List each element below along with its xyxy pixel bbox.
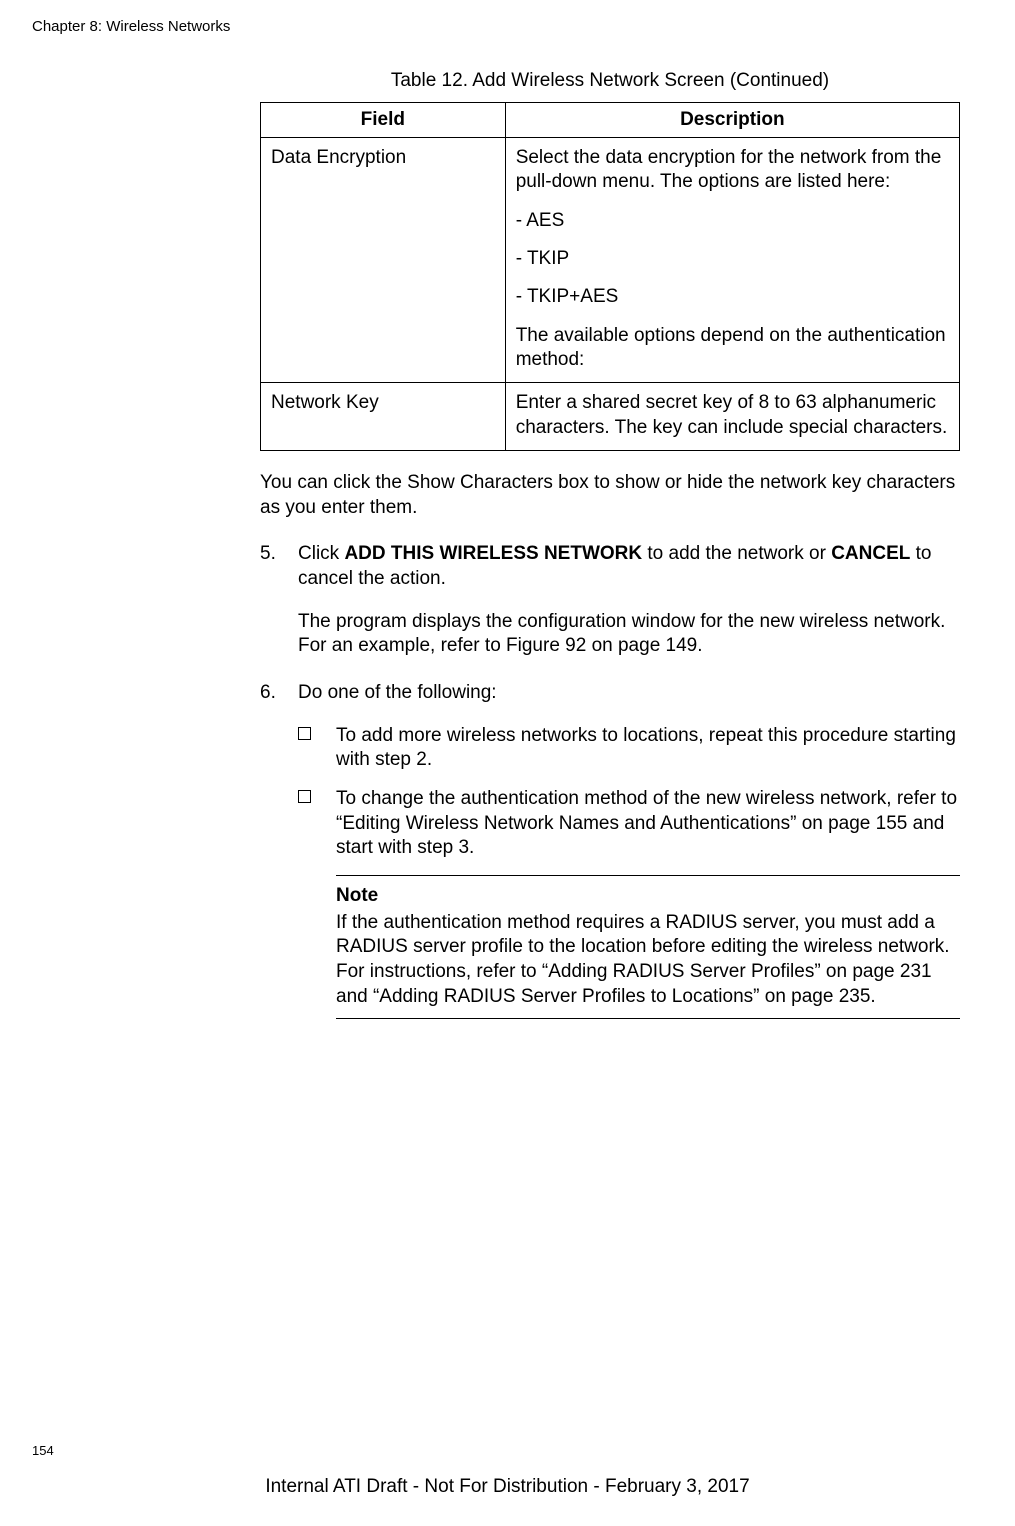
table-row: Data Encryption Select the data encrypti…: [261, 138, 960, 383]
draft-footer: Internal ATI Draft - Not For Distributio…: [0, 1476, 1015, 1498]
step5-para2: The program displays the configuration w…: [298, 610, 960, 659]
text: to add the network or: [642, 543, 831, 564]
show-characters-para: You can click the Show Characters box to…: [260, 471, 960, 520]
checkbox-marker-icon: [298, 727, 311, 740]
step6-sublist: To add more wireless networks to locatio…: [298, 724, 960, 861]
table-header-row: Field Description: [261, 103, 960, 138]
note-block: Note If the authentication method requir…: [336, 875, 960, 1018]
sublist-text: To change the authentication method of t…: [336, 788, 957, 858]
desc-para: The available options depend on the auth…: [516, 324, 949, 373]
table-caption: Table 12. Add Wireless Network Screen (C…: [260, 70, 960, 92]
steps-list: 5. Click ADD THIS WIRELESS NETWORK to ad…: [260, 542, 960, 1018]
desc-para: - TKIP: [516, 247, 949, 271]
step-5: 5. Click ADD THIS WIRELESS NETWORK to ad…: [260, 542, 960, 659]
note-bottom-rule: [336, 1018, 960, 1019]
desc-para: - AES: [516, 209, 949, 233]
note-body: If the authentication method requires a …: [336, 911, 960, 1010]
cell-description: Enter a shared secret key of 8 to 63 alp…: [505, 383, 959, 451]
main-content: Table 12. Add Wireless Network Screen (C…: [260, 70, 960, 1041]
desc-para: - TKIP+AES: [516, 285, 949, 309]
step-number: 5.: [260, 542, 276, 567]
sublist-item: To change the authentication method of t…: [298, 787, 960, 861]
step6-text: Do one of the following:: [298, 681, 960, 706]
page-number: 154: [32, 1443, 54, 1458]
cell-description: Select the data encryption for the netwo…: [505, 138, 959, 383]
table-row: Network Key Enter a shared secret key of…: [261, 383, 960, 451]
desc-para: Select the data encryption for the netwo…: [516, 146, 949, 195]
desc-para: Enter a shared secret key of 8 to 63 alp…: [516, 391, 949, 440]
col-header-description: Description: [505, 103, 959, 138]
text: Click: [298, 543, 344, 564]
step-number: 6.: [260, 681, 276, 706]
cell-field: Network Key: [261, 383, 506, 451]
chapter-title: Chapter 8: Wireless Networks: [32, 18, 230, 35]
sublist-text: To add more wireless networks to locatio…: [336, 725, 956, 771]
page: Chapter 8: Wireless Networks Table 12. A…: [0, 0, 1015, 1526]
note-top-rule: [336, 875, 960, 876]
cancel-action: CANCEL: [831, 543, 910, 564]
step5-para1: Click ADD THIS WIRELESS NETWORK to add t…: [298, 542, 960, 591]
sublist-item: To add more wireless networks to locatio…: [298, 724, 960, 773]
checkbox-marker-icon: [298, 790, 311, 803]
cell-field: Data Encryption: [261, 138, 506, 383]
fields-table: Field Description Data Encryption Select…: [260, 102, 960, 451]
add-network-action: ADD THIS WIRELESS NETWORK: [344, 543, 642, 564]
post-table-text: You can click the Show Characters box to…: [260, 471, 960, 1019]
note-label: Note: [336, 884, 960, 909]
col-header-field: Field: [261, 103, 506, 138]
step-6: 6. Do one of the following: To add more …: [260, 681, 960, 1019]
